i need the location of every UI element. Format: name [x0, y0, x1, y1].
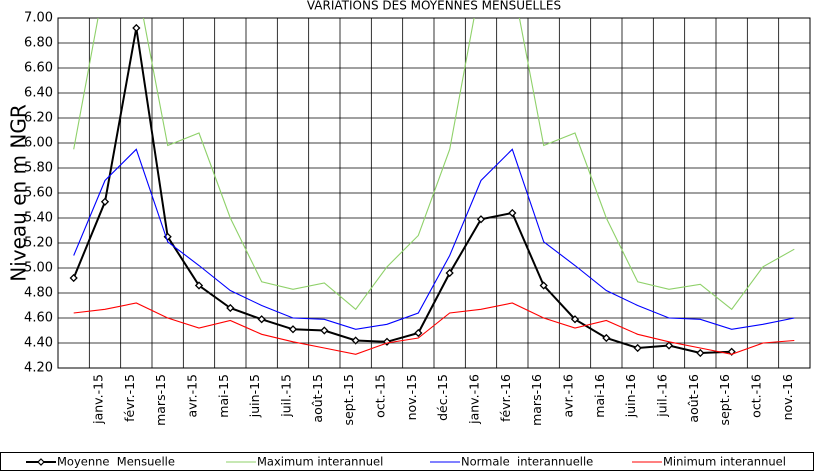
- point-marker: [476, 215, 486, 224]
- x-tick-label: oct.-16: [749, 374, 764, 418]
- point-marker: [414, 328, 423, 338]
- y-tick-label: 4.60: [24, 311, 53, 326]
- x-tick-label: août-15: [310, 374, 325, 423]
- series-line: [72, 27, 732, 355]
- legend-label: Maximum interannuel: [257, 455, 383, 469]
- x-tick-label: août-16: [686, 374, 701, 423]
- x-tick-label: mai-15: [216, 374, 231, 418]
- point-marker: [100, 197, 110, 206]
- chart-title: VARIATIONS DES MOYENNES MENSUELLES: [307, 0, 561, 13]
- series-line: [73, 148, 795, 330]
- y-tick-label: 6.00: [24, 136, 53, 151]
- point-marker: [226, 303, 235, 313]
- point-marker: [508, 208, 517, 218]
- x-tick-label: févr.-16: [498, 374, 513, 422]
- legend-marker: [37, 458, 45, 466]
- x-tick-label: sept.-16: [717, 374, 732, 425]
- point-marker: [351, 336, 360, 345]
- x-tick-label: avr.-16: [561, 374, 576, 417]
- x-tick-label: juil.-16: [655, 374, 670, 418]
- y-tick-label: 6.60: [24, 61, 53, 76]
- series-line: [73, 302, 795, 355]
- legend-label: Minimum interannuel: [663, 455, 786, 469]
- x-tick-label: févr.-15: [122, 374, 137, 422]
- x-tick-label: déc.-15: [435, 374, 450, 421]
- point-marker: [633, 343, 642, 353]
- y-tick-label: 6.80: [24, 36, 53, 51]
- x-tick-label: avr.-15: [185, 374, 200, 417]
- y-tick-label: 5.80: [24, 161, 53, 176]
- x-tick-label: nov.-15: [404, 374, 419, 420]
- legend-label: Moyenne Mensuelle: [57, 455, 175, 469]
- point-marker: [132, 23, 141, 33]
- point-marker: [570, 315, 580, 324]
- point-marker: [320, 326, 329, 335]
- x-tick-label: mars-16: [529, 374, 544, 426]
- y-tick-label: 6.20: [24, 111, 53, 126]
- point-marker: [194, 281, 204, 290]
- y-tick-label: 4.80: [24, 286, 53, 301]
- x-tick-label: janv.-16: [467, 374, 482, 425]
- x-tick-label: sept.-15: [341, 374, 356, 425]
- point-marker: [727, 347, 736, 356]
- x-tick-label: janv.-15: [91, 374, 106, 425]
- x-tick-label: oct.-15: [373, 374, 388, 418]
- x-tick-label: juil.-15: [279, 374, 294, 418]
- y-tick-label: 5.00: [24, 261, 53, 276]
- y-tick-label: 5.40: [24, 211, 53, 226]
- series-lines: [69, 18, 795, 358]
- y-tick-label: 7.00: [24, 11, 53, 26]
- x-tick-label: juin-16: [623, 374, 638, 418]
- point-marker: [257, 315, 266, 324]
- point-marker: [69, 273, 78, 283]
- point-marker: [664, 341, 674, 350]
- point-marker: [288, 325, 298, 334]
- x-tick-label: juin-15: [247, 374, 262, 418]
- y-tick-label: 4.20: [24, 361, 53, 376]
- point-marker: [602, 333, 611, 343]
- point-marker: [696, 348, 705, 358]
- y-tick-label: 5.20: [24, 236, 53, 251]
- y-tick-label: 4.40: [24, 336, 53, 351]
- point-marker: [539, 281, 548, 290]
- series-line: [73, 18, 795, 311]
- legend-label: Normale interannuelle: [461, 455, 593, 469]
- y-tick-label: 5.60: [24, 186, 53, 201]
- y-tick-label: 6.40: [24, 86, 53, 101]
- point-marker: [445, 268, 454, 278]
- x-tick-label: nov.-16: [780, 374, 795, 420]
- grid: [58, 17, 810, 369]
- x-tick-label: mai-16: [592, 374, 607, 418]
- y-axis-title: Niveau en m NGR: [7, 104, 31, 282]
- x-tick-label: mars-15: [153, 374, 168, 426]
